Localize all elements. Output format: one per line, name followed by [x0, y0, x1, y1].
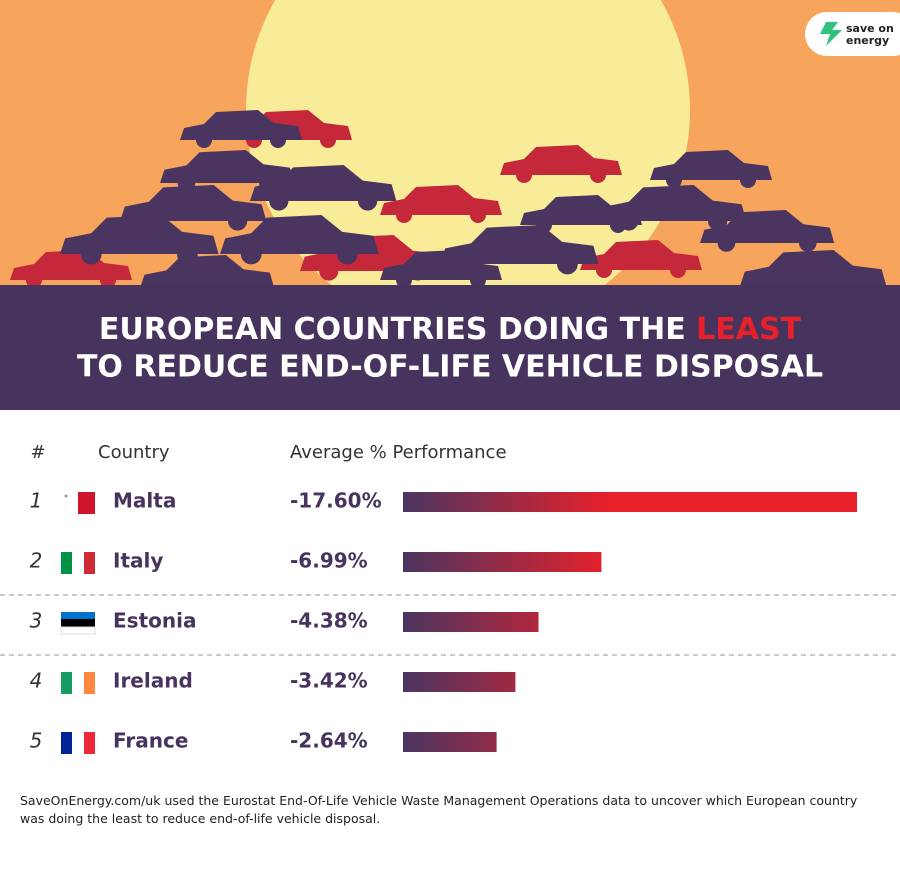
chart-title: TO REDUCE END-OF-LIFE VEHICLE DISPOSAL	[77, 350, 823, 385]
logo-icon	[820, 22, 842, 46]
bar	[403, 612, 539, 632]
title-highlight: LEAST	[696, 312, 801, 347]
header: Country	[98, 442, 170, 463]
logo-text: save on	[846, 22, 894, 35]
country: Ireland	[113, 669, 193, 693]
logo-text: energy	[846, 34, 889, 47]
country: Malta	[113, 489, 176, 513]
value-label: -2.64%	[290, 729, 368, 753]
rank: 4	[30, 669, 43, 693]
value-label: -6.99%	[290, 549, 368, 573]
bar	[403, 552, 602, 572]
footnote: SaveOnEnergy.com/uk used the Eurostat En…	[20, 793, 858, 826]
rank: 1	[30, 489, 43, 513]
country: France	[113, 729, 188, 753]
title-band	[0, 285, 900, 410]
bar	[403, 492, 857, 512]
value-label: -3.42%	[290, 669, 368, 693]
rank: 5	[30, 729, 43, 753]
title-part: EUROPEAN COUNTRIES DOING THE	[99, 312, 686, 347]
country: Italy	[113, 549, 163, 573]
chart-title: EUROPEAN COUNTRIES DOING THE LEAST	[99, 312, 802, 347]
rank: 2	[30, 549, 43, 573]
rank: 3	[30, 609, 43, 633]
country: Estonia	[113, 609, 196, 633]
header: Average % Performance	[290, 442, 507, 463]
bar	[403, 672, 516, 692]
value-label: -17.60%	[290, 489, 382, 513]
value-label: -4.38%	[290, 609, 368, 633]
flags	[60, 492, 96, 754]
header: #	[30, 442, 45, 463]
bar	[403, 732, 497, 752]
